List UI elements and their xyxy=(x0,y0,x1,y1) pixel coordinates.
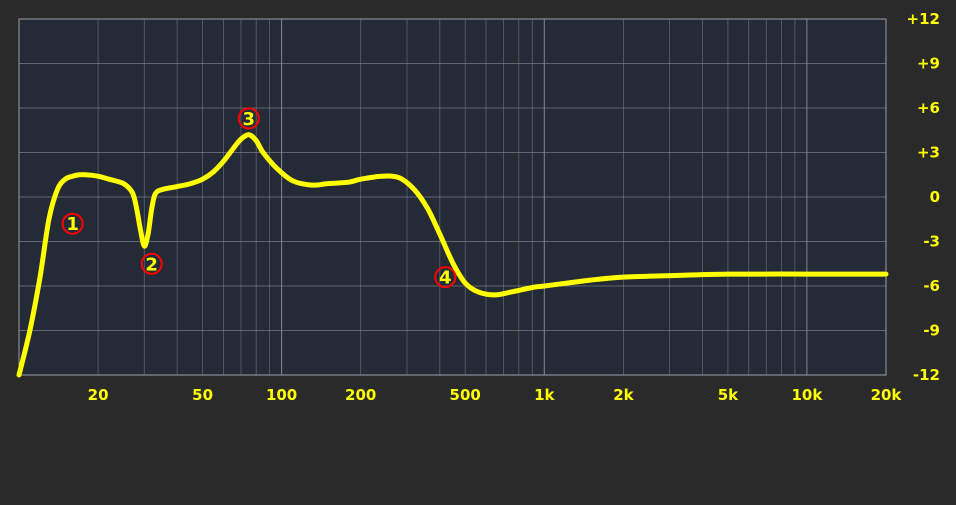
x-tick-label: 10k xyxy=(791,386,823,404)
band-1-handle[interactable]: 1 xyxy=(61,212,84,236)
band-markers: 1 2 3 4 xyxy=(61,107,457,289)
x-axis-tick-labels: 20 50 100 200 500 1k 2k 5k 10k 20k xyxy=(88,386,903,404)
y-tick-label: +12 xyxy=(907,10,940,28)
x-tick-label: 500 xyxy=(450,386,481,404)
x-tick-label: 2k xyxy=(613,386,634,404)
band-marker-ring xyxy=(434,266,457,289)
x-tick-label: 20 xyxy=(88,386,109,404)
x-tick-label: 200 xyxy=(345,386,376,404)
x-tick-label: 20k xyxy=(871,386,903,404)
x-tick-label: 100 xyxy=(266,386,297,404)
band-number-label: 3 xyxy=(243,109,256,130)
band-number-label: 1 xyxy=(66,214,79,235)
y-tick-label: +9 xyxy=(917,55,940,73)
plot-border xyxy=(18,18,887,376)
band-marker-ring xyxy=(140,252,163,275)
y-tick-label: +6 xyxy=(917,99,940,117)
y-tick-label: -12 xyxy=(913,366,940,384)
band-number-label: 2 xyxy=(145,254,158,275)
eq-response-curve[interactable] xyxy=(16,132,889,378)
y-tick-label: 0 xyxy=(930,188,940,206)
y-tick-label: +3 xyxy=(917,144,940,162)
y-tick-label: -6 xyxy=(923,277,940,295)
band-2-handle[interactable]: 2 xyxy=(140,252,163,276)
band-4-handle[interactable]: 4 xyxy=(434,266,457,289)
band-number-label: 4 xyxy=(439,268,452,289)
y-tick-label: -9 xyxy=(923,322,940,340)
grid-lines-horizontal xyxy=(19,63,886,331)
x-tick-label: 50 xyxy=(192,386,213,404)
band-3-handle[interactable]: 3 xyxy=(237,107,260,130)
y-tick-label: -3 xyxy=(923,233,940,251)
band-marker-ring xyxy=(237,107,260,130)
band-marker-ring xyxy=(61,212,84,235)
y-axis-tick-labels: +12 +9 +6 +3 0 -3 -6 -9 -12 xyxy=(907,10,940,384)
x-tick-label: 1k xyxy=(534,386,555,404)
x-tick-label: 5k xyxy=(718,386,739,404)
